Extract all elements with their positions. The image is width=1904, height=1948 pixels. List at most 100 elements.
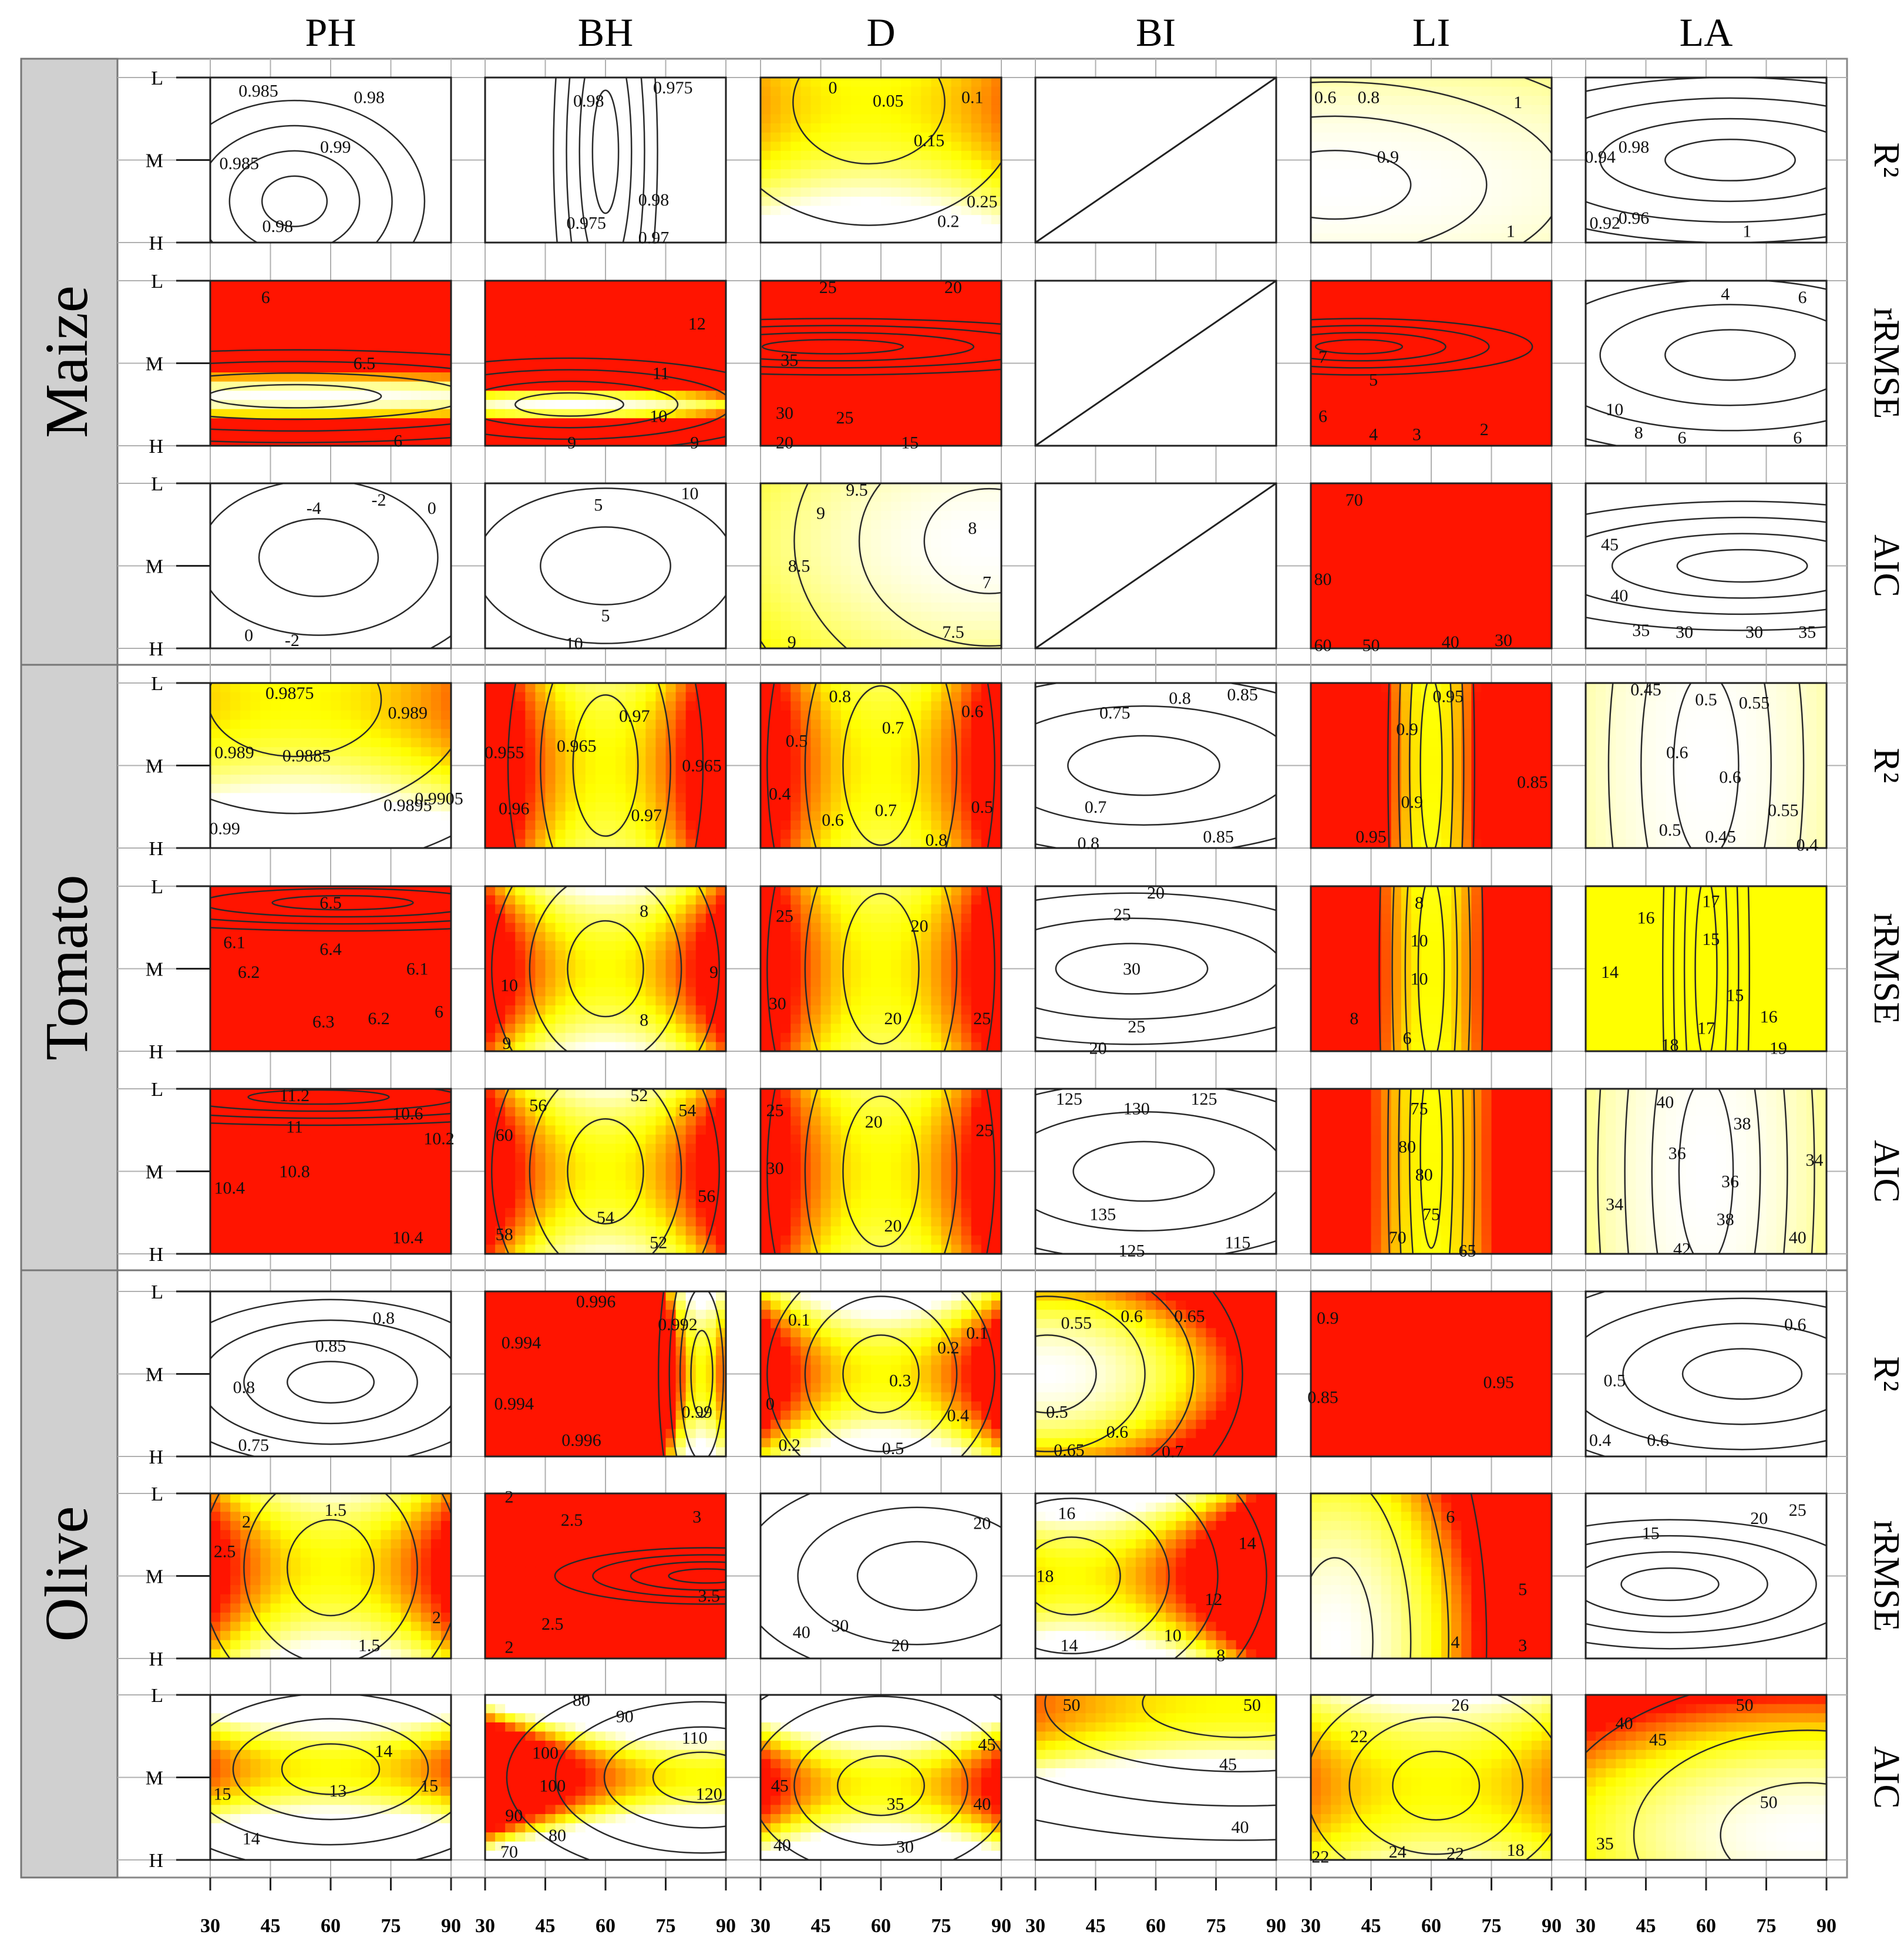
heat-cell [401,179,412,188]
heat-cell [391,233,402,243]
heat-cell [1351,215,1361,224]
heat-cell [851,133,862,142]
heat-cell [495,96,506,105]
heat-cell [321,197,331,206]
heat-cell [771,133,781,142]
heat-cell [556,105,566,115]
heat-cell [991,215,1002,224]
heat-cell [891,169,901,179]
heat-cell [781,133,791,142]
heat-cell [421,96,432,105]
heat-cell [401,233,412,243]
heat-cell [981,114,992,123]
heat-cell [421,142,432,151]
heat-cell [981,78,992,87]
heat-cell [696,78,707,87]
heat-cell [301,78,311,87]
heat-cell [716,187,726,197]
heat-cell [421,224,432,234]
heat-cell [441,133,452,142]
heat-cell [311,160,321,170]
heat-cell [271,187,281,197]
heat-cell [686,215,697,224]
heat-cell [1351,169,1361,179]
heat-cell [1311,179,1321,188]
heat-cell [625,233,636,243]
heat-cell [921,160,931,170]
heat-cell [361,215,371,224]
heat-cell [981,142,992,151]
heat-cell [706,169,716,179]
heat-cell [271,206,281,216]
heat-cell [495,169,506,179]
heat-cell [431,105,442,115]
heat-cell [556,142,566,151]
heat-cell [951,160,962,170]
heat-cell [421,197,432,206]
heat-cell [841,142,852,151]
heat-cell [951,114,962,123]
heat-cell [800,142,811,151]
heat-cell [881,142,892,151]
heat-cell [696,96,707,105]
heat-cell [971,215,982,224]
heat-cell [535,179,546,188]
heat-cell [281,133,291,142]
heat-cell [576,133,586,142]
heat-cell [615,105,626,115]
heat-cell [605,169,616,179]
heat-cell [250,114,261,123]
heat-cell [871,133,882,142]
heat-cell [341,179,351,188]
heat-cell [401,160,412,170]
heat-cell [706,187,716,197]
heat-cell [635,96,646,105]
heat-cell [1321,215,1331,224]
heat-cell [941,151,952,160]
heat-cell [311,133,321,142]
heat-cell [871,197,882,206]
heat-cell [525,123,536,133]
heat-cell [331,78,341,87]
heat-cell [1341,96,1351,105]
heat-cell [485,142,496,151]
heat-cell [605,224,616,234]
heat-cell [525,187,536,197]
heat-cell [761,114,771,123]
heat-cell [311,87,321,96]
heat-cell [605,133,616,142]
heat-cell [790,142,801,151]
heat-cell [761,206,771,216]
heat-cell [871,233,882,243]
heat-cell [586,142,596,151]
heat-cell [781,87,791,96]
heat-cell [961,114,972,123]
heat-cell [556,151,566,160]
heat-cell [841,206,852,216]
heat-cell [361,179,371,188]
heat-cell [220,105,231,115]
heat-cell [615,133,626,142]
heat-cell [615,224,626,234]
heat-cell [431,224,442,234]
heat-cell [901,78,911,87]
heat-cell [431,142,442,151]
heat-cell [645,215,656,224]
heat-cell [535,187,546,197]
heat-cell [301,105,311,115]
heat-cell [210,197,221,206]
heat-cell [431,151,442,160]
heat-cell [525,179,536,188]
heat-cell [821,233,832,243]
heat-cell [800,224,811,234]
heat-cell [586,160,596,170]
heat-cell [1341,87,1351,96]
heat-cell [605,151,616,160]
heat-cell [666,105,677,115]
heat-cell [515,224,526,234]
heat-cell [821,123,832,133]
heat-cell [800,151,811,160]
heat-cell [485,123,496,133]
heat-cell [706,96,716,105]
heat-cell [851,160,862,170]
